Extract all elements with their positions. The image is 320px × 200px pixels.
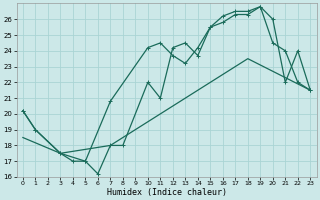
X-axis label: Humidex (Indice chaleur): Humidex (Indice chaleur)	[107, 188, 227, 197]
